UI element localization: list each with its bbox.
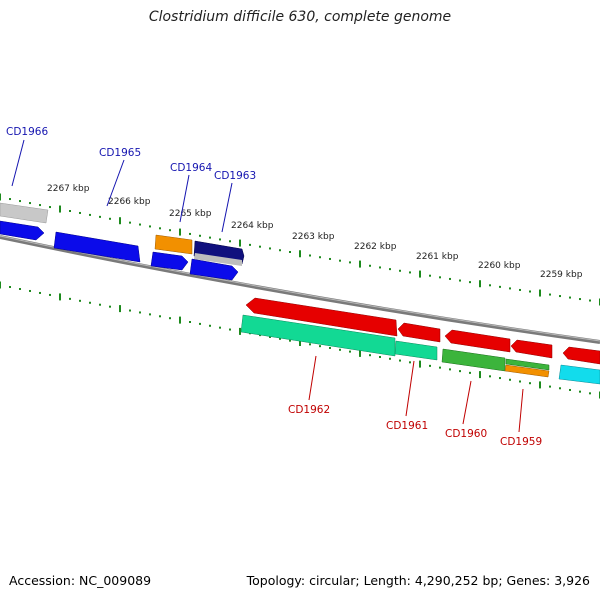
gene-feature-red[interactable] <box>510 339 553 359</box>
gene-feature-cyan[interactable] <box>558 364 600 385</box>
gene-feature-teal[interactable] <box>394 340 438 361</box>
kbp-label: 2264 kbp <box>231 221 274 231</box>
upper-scale-track <box>0 193 600 306</box>
genome-backbone-highlight <box>0 235 600 342</box>
gene-feature-red[interactable] <box>562 346 600 365</box>
gene-feature-blue[interactable] <box>53 231 141 263</box>
kbp-label: 2263 kbp <box>292 232 335 242</box>
gene-label-cd1963[interactable]: CD1963 <box>214 170 256 182</box>
gene-leader-line <box>11 139 25 187</box>
genome-backbone <box>0 235 600 344</box>
kbp-label: 2262 kbp <box>354 242 397 252</box>
gene-feature-grey[interactable] <box>194 253 242 266</box>
gene-feature-red[interactable] <box>444 329 511 353</box>
gene-feature-red[interactable] <box>397 322 441 343</box>
gene-label-cd1962[interactable]: CD1962 <box>288 404 330 416</box>
gene-feature-grey[interactable] <box>0 202 49 224</box>
gene-feature-blue[interactable] <box>150 251 189 271</box>
gene-label-cd1959[interactable]: CD1959 <box>500 436 542 448</box>
gene-label-cd1960[interactable]: CD1960 <box>445 428 487 440</box>
kbp-label: 2259 kbp <box>540 270 583 280</box>
kbp-label: 2261 kbp <box>416 252 459 262</box>
gene-feature-blue[interactable] <box>0 220 45 241</box>
gene-feature-teal[interactable] <box>240 314 396 357</box>
gene-leader-line <box>518 388 524 433</box>
kbp-label: 2267 kbp <box>47 184 90 194</box>
gene-feature-orange[interactable] <box>154 234 193 255</box>
gene-feature-green[interactable] <box>441 348 506 372</box>
gene-label-cd1966[interactable]: CD1966 <box>6 126 48 138</box>
lower-scale-track <box>0 281 600 399</box>
gene-feature-blue[interactable] <box>189 258 239 281</box>
kbp-label: 2260 kbp <box>478 261 521 271</box>
gene-leader-line <box>179 174 190 223</box>
gene-label-cd1964[interactable]: CD1964 <box>170 162 212 174</box>
kbp-label: 2266 kbp <box>108 197 151 207</box>
gene-leader-line <box>221 182 233 233</box>
gene-leader-line <box>462 380 472 425</box>
gene-label-cd1965[interactable]: CD1965 <box>99 147 141 159</box>
gene-feature-orange[interactable] <box>504 364 550 378</box>
accession-label: Accession: NC_009089 <box>9 573 152 588</box>
gene-feature-green[interactable] <box>505 358 550 371</box>
gene-leader-line <box>405 360 415 417</box>
gene-feature-navy[interactable] <box>193 240 245 265</box>
map-title: Clostridium difficile 630, complete geno… <box>148 9 452 25</box>
gene-label-cd1961[interactable]: CD1961 <box>386 420 428 432</box>
genome-summary: Topology: circular; Length: 4,290,252 bp… <box>246 573 590 588</box>
gene-feature-red[interactable] <box>245 297 398 337</box>
gene-leader-line <box>308 355 317 401</box>
gene-leader-line <box>106 159 125 207</box>
kbp-label: 2265 kbp <box>169 209 212 219</box>
